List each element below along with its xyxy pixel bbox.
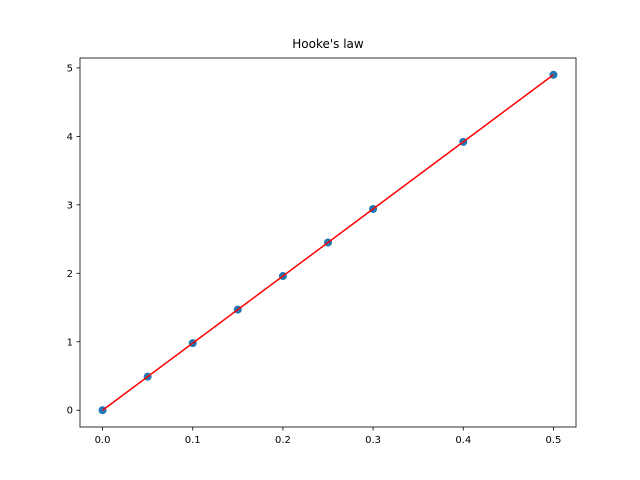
x-tick-label: 0.5: [546, 435, 562, 446]
x-tick-label: 0.4: [455, 435, 471, 446]
chart-title: Hooke's law: [292, 37, 364, 51]
x-tick-label: 0.1: [185, 435, 201, 446]
y-tick-label: 3: [67, 200, 73, 211]
fit-line: [102, 74, 554, 411]
y-tick-label: 2: [67, 269, 73, 280]
x-tick-label: 0.2: [275, 435, 291, 446]
plot-frame: [79, 57, 577, 428]
y-tick-label: 0: [67, 406, 73, 417]
x-tick-label: 0.3: [365, 435, 381, 446]
y-tick-label: 4: [67, 132, 73, 143]
y-tick-label: 1: [67, 337, 73, 348]
y-tick-label: 5: [67, 63, 73, 74]
x-tick-label: 0.0: [95, 435, 111, 446]
